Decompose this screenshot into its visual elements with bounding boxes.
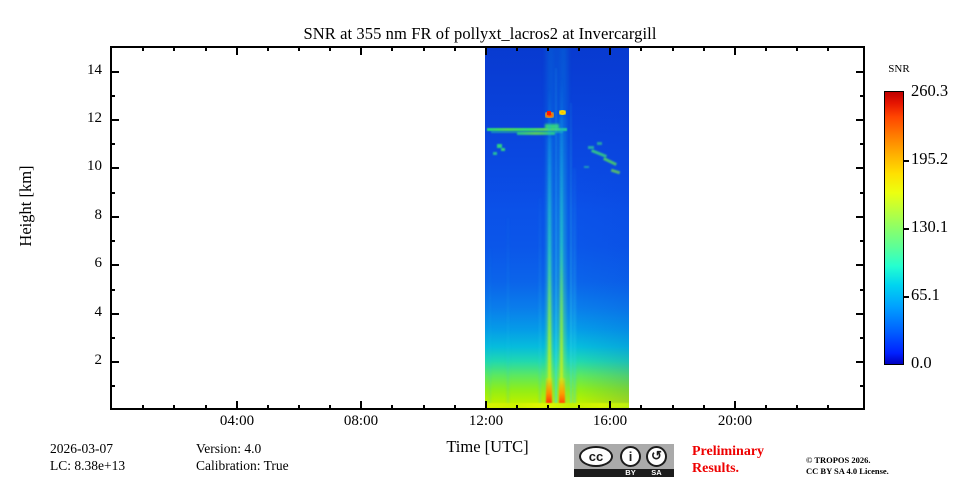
plot-area — [110, 46, 865, 410]
cc-by-icon: i — [620, 446, 641, 467]
y-tick-label-6: 6 — [94, 255, 103, 271]
colorbar — [884, 91, 904, 365]
cc-sa-label: SA — [651, 468, 662, 477]
cc-badge-bar — [574, 469, 674, 477]
colorbar-label-min: 0.0 — [911, 353, 932, 372]
snr-hotspot-b — [559, 110, 566, 115]
aerosol-layer-feature — [487, 128, 567, 131]
preliminary-results-notice: Preliminary Results. — [692, 443, 802, 477]
x-tick-label-0800: 08:00 — [343, 413, 379, 429]
calibration-label: Calibration: True — [196, 458, 289, 473]
page-title: SNR at 355 nm FR of pollyxt_lacros2 at I… — [303, 24, 657, 43]
plot-canvas — [112, 48, 863, 408]
copyright-line-1: © TROPOS 2026. — [806, 455, 871, 465]
preliminary-line-1: Preliminary — [692, 444, 765, 459]
colorbar-label-1: 65.1 — [911, 285, 940, 304]
y-tick-label-4: 4 — [94, 304, 103, 320]
y-tick-label-2: 2 — [94, 352, 103, 368]
colorbar-label-3: 195.2 — [911, 149, 949, 168]
x-tick-label-0400: 04:00 — [219, 413, 255, 429]
colorbar-title: SNR — [888, 63, 910, 75]
copyright-line-2: CC BY SA 4.0 License. — [806, 466, 889, 476]
heatmap-data-block — [485, 48, 629, 408]
cc-by-label: BY — [625, 468, 636, 477]
lidar-constant: LC: 8.38e+13 — [50, 458, 126, 473]
y-tick-label-12: 12 — [87, 110, 102, 126]
snr-hotspot-a — [545, 112, 554, 118]
creative-commons-badge[interactable]: cc i ↺ BY SA — [574, 444, 674, 477]
y-tick-label-10: 10 — [87, 158, 102, 174]
y-axis-title: Height [km] — [16, 165, 35, 247]
cc-sa-icon: ↺ — [646, 446, 667, 467]
version-label: Version: 4.0 — [196, 441, 262, 456]
cc-logo-icon: cc — [579, 446, 613, 467]
copyright-notice: © TROPOS 2026. CC BY SA 4.0 License. — [806, 455, 956, 477]
preliminary-line-2: Results. — [692, 461, 740, 476]
x-tick-label-1200: 12:00 — [468, 413, 504, 429]
x-tick-label-1600: 16:00 — [592, 413, 628, 429]
x-tick-label-2000: 20:00 — [717, 413, 753, 429]
colorbar-label-max: 260.3 — [911, 81, 949, 100]
colorbar-label-2: 130.1 — [911, 217, 949, 236]
y-tick-label-14: 14 — [87, 62, 102, 78]
y-tick-label-8: 8 — [94, 207, 103, 223]
cc-badge-icons: cc i ↺ — [574, 444, 674, 469]
colorbar-gradient — [884, 91, 904, 365]
measurement-date: 2026-03-07 — [50, 441, 113, 456]
x-axis-title: Time [UTC] — [446, 437, 529, 456]
